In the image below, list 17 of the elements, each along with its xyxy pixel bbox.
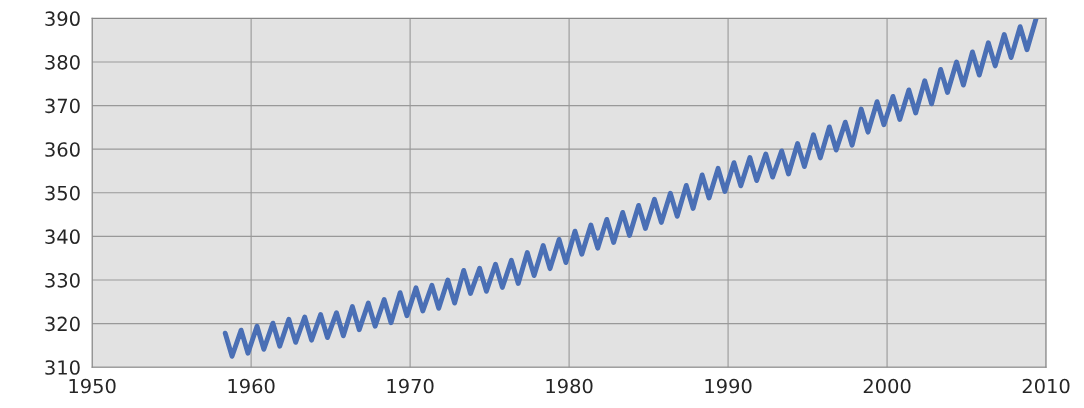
x-tick-label: 1950 [69,378,116,394]
y-tick-label: 350 [45,185,80,201]
y-tick-label: 380 [45,54,80,70]
x-tick-label: 1960 [228,378,275,394]
y-tick-label: 370 [45,98,80,114]
line-series [222,18,1039,359]
y-tick-label: 330 [45,272,80,288]
x-tick-label: 1990 [705,378,752,394]
y-tick-label: 390 [45,11,80,27]
y-tick-label: 340 [45,229,80,245]
x-tick-label: 1970 [387,378,434,394]
x-tick-label: 2000 [863,378,911,394]
y-tick-label: 320 [45,316,80,332]
y-tick-label: 360 [45,142,80,157]
x-tick-label: 2010 [1022,378,1070,394]
x-tick-label: 1980 [546,378,593,394]
y-tick-label: 310 [45,360,80,375]
